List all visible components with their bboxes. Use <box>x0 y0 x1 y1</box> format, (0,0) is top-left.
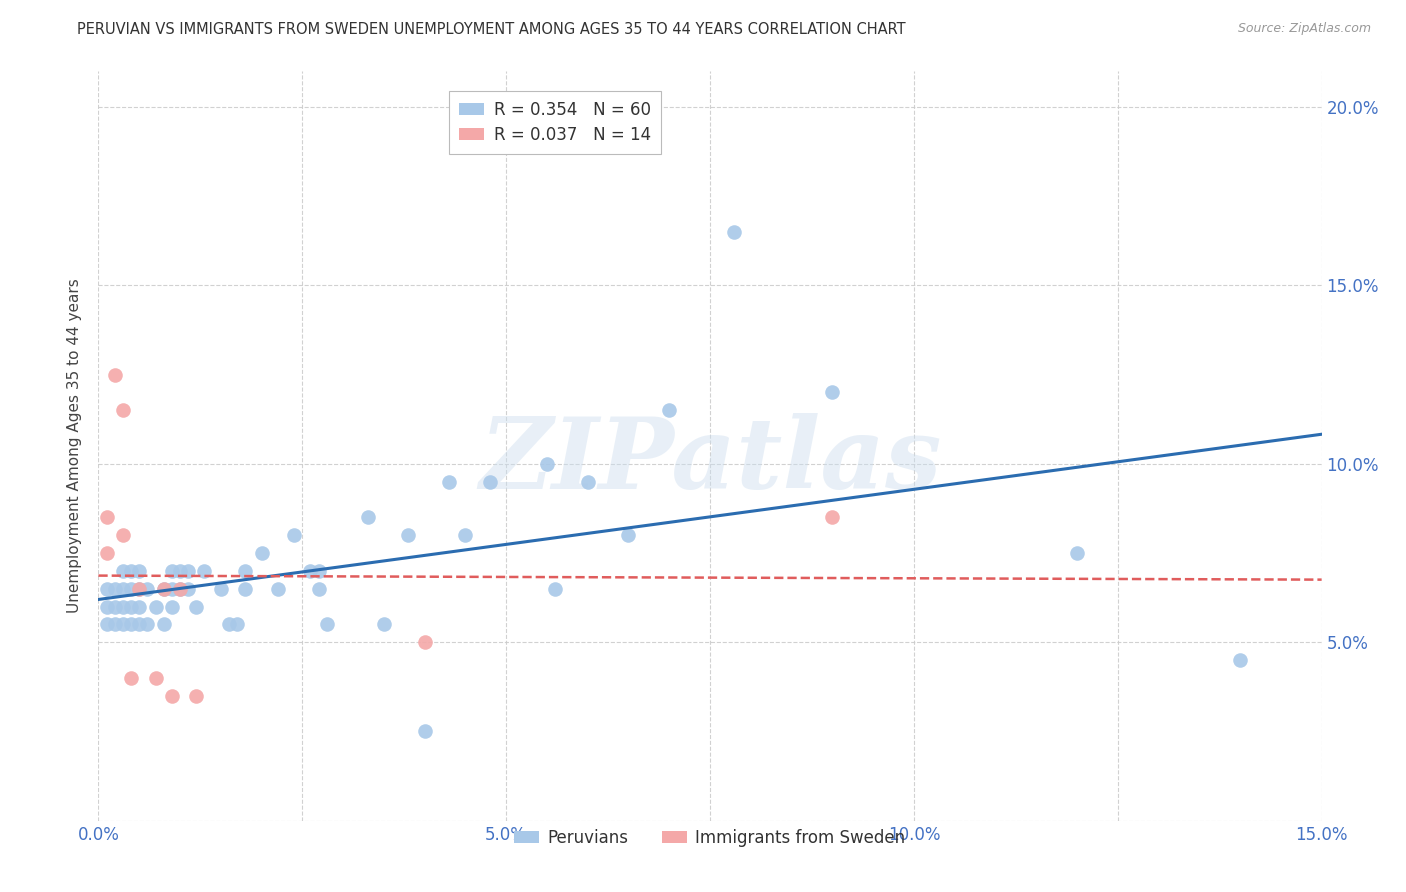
Point <box>111 403 134 417</box>
Point <box>177 582 200 596</box>
Point <box>160 582 183 596</box>
Point <box>186 689 208 703</box>
Point <box>536 457 558 471</box>
Point <box>478 475 501 489</box>
Point <box>267 582 290 596</box>
Point <box>218 617 240 632</box>
Point <box>1229 653 1251 667</box>
Legend: Peruvians, Immigrants from Sweden: Peruvians, Immigrants from Sweden <box>508 822 912 854</box>
Point <box>111 528 134 542</box>
Point <box>111 599 134 614</box>
Point <box>821 510 844 524</box>
Point <box>544 582 567 596</box>
Point <box>209 582 232 596</box>
Point <box>1066 546 1088 560</box>
Point <box>120 617 142 632</box>
Point <box>104 599 127 614</box>
Point <box>413 635 436 649</box>
Text: PERUVIAN VS IMMIGRANTS FROM SWEDEN UNEMPLOYMENT AMONG AGES 35 TO 44 YEARS CORREL: PERUVIAN VS IMMIGRANTS FROM SWEDEN UNEMP… <box>77 22 905 37</box>
Point <box>658 403 681 417</box>
Point <box>111 617 134 632</box>
Text: Source: ZipAtlas.com: Source: ZipAtlas.com <box>1237 22 1371 36</box>
Point <box>373 617 395 632</box>
Point <box>160 564 183 578</box>
Point <box>356 510 378 524</box>
Point <box>169 582 191 596</box>
Point <box>136 582 159 596</box>
Point <box>315 617 337 632</box>
Point <box>454 528 477 542</box>
Point <box>821 385 844 400</box>
Point <box>283 528 305 542</box>
Point <box>128 617 150 632</box>
Point <box>299 564 322 578</box>
Point <box>437 475 460 489</box>
Point <box>576 475 599 489</box>
Point <box>96 582 118 596</box>
Point <box>120 582 142 596</box>
Point <box>96 546 118 560</box>
Point <box>186 599 208 614</box>
Point <box>308 582 330 596</box>
Point <box>152 582 174 596</box>
Point <box>128 582 150 596</box>
Point <box>233 582 256 596</box>
Point <box>233 564 256 578</box>
Point <box>96 510 118 524</box>
Point <box>145 671 167 685</box>
Point <box>136 617 159 632</box>
Point <box>145 599 167 614</box>
Point <box>160 599 183 614</box>
Point <box>413 724 436 739</box>
Point <box>104 368 127 382</box>
Point <box>169 564 191 578</box>
Point <box>96 617 118 632</box>
Y-axis label: Unemployment Among Ages 35 to 44 years: Unemployment Among Ages 35 to 44 years <box>67 278 83 614</box>
Text: ZIPatlas: ZIPatlas <box>479 413 941 509</box>
Point <box>169 582 191 596</box>
Point <box>723 225 745 239</box>
Point <box>120 599 142 614</box>
Point <box>250 546 273 560</box>
Point <box>152 617 174 632</box>
Point <box>120 564 142 578</box>
Point <box>120 671 142 685</box>
Point <box>104 582 127 596</box>
Point <box>128 564 150 578</box>
Point <box>226 617 249 632</box>
Point <box>308 564 330 578</box>
Point <box>104 617 127 632</box>
Point <box>128 582 150 596</box>
Point <box>396 528 419 542</box>
Point <box>617 528 640 542</box>
Point <box>193 564 215 578</box>
Point <box>111 582 134 596</box>
Point <box>96 599 118 614</box>
Point <box>177 564 200 578</box>
Point <box>160 689 183 703</box>
Point <box>111 564 134 578</box>
Point <box>128 599 150 614</box>
Point <box>152 582 174 596</box>
